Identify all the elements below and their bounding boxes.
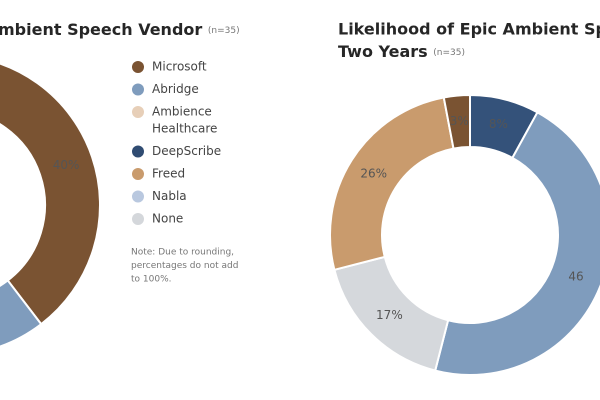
legend-swatch <box>132 168 144 180</box>
data-label: 3% <box>450 114 469 128</box>
chart-title: Likelihood of Epic Ambient Spee <box>338 20 600 39</box>
donut-slice <box>0 62 101 326</box>
legend-swatch <box>132 106 144 118</box>
legend-label: Nabla <box>152 189 187 203</box>
data-label: 40% <box>53 158 80 172</box>
note: percentages do not add <box>131 261 238 271</box>
chart-title: mbient Speech Vendor (n=35) <box>0 20 240 39</box>
donut-slice <box>0 279 43 348</box>
legend-label: Microsoft <box>152 60 207 74</box>
data-label: 8% <box>489 117 508 131</box>
data-label: 46 <box>568 269 583 283</box>
title-text: Two Years <box>338 42 428 61</box>
donut-slice <box>329 96 455 272</box>
legend-swatch <box>132 83 144 96</box>
legend-swatch <box>132 213 144 225</box>
legend-label: Abridge <box>152 82 199 96</box>
chart-title: Two Years (n=35) <box>338 42 465 61</box>
subtitle: (n=35) <box>433 48 465 58</box>
note: Note: Due to rounding, <box>131 248 234 258</box>
legend-label: Healthcare <box>152 122 217 136</box>
note: to 100%. <box>131 275 172 285</box>
title-text: mbient Speech Vendor <box>0 20 202 39</box>
data-label: 26% <box>360 166 387 180</box>
legend-swatch <box>132 190 144 203</box>
legend-label: DeepScribe <box>152 144 221 158</box>
legend-label: Freed <box>152 167 185 181</box>
legend-swatch <box>132 61 144 73</box>
legend-label: Ambience <box>152 105 212 119</box>
donut-slice <box>442 93 471 150</box>
legend-swatch <box>132 145 144 158</box>
donut-slice <box>433 110 600 376</box>
legend-label: None <box>152 212 183 226</box>
data-label: 17% <box>376 308 403 322</box>
subtitle: (n=35) <box>208 26 240 36</box>
